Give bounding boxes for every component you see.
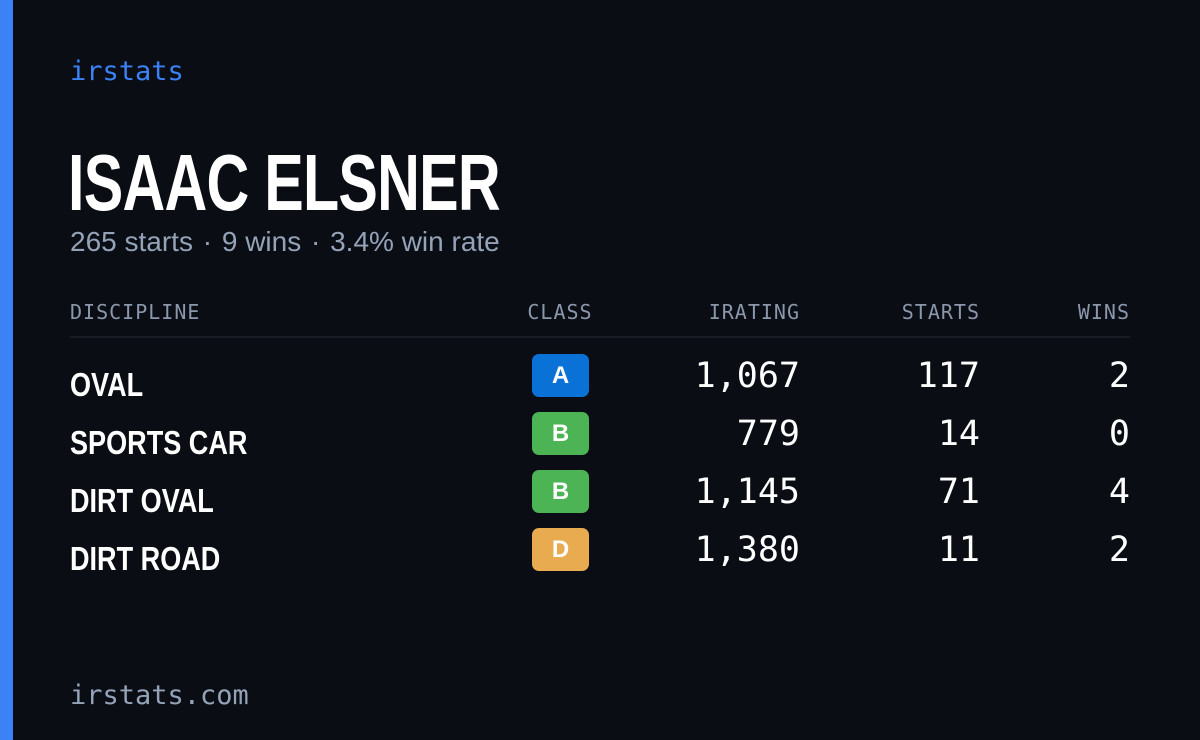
table-row: OVAL A 1,067 117 2 <box>70 354 1130 412</box>
summary-starts: 265 starts <box>70 226 193 257</box>
header-starts: STARTS <box>901 300 980 324</box>
summary-wins: 9 wins <box>221 226 302 257</box>
class-badge: D <box>532 528 589 571</box>
table-header: DISCIPLINE CLASS IRATING STARTS WINS <box>70 296 1130 338</box>
wins-value: 2 <box>1108 530 1130 570</box>
discipline-name: DIRT ROAD <box>70 540 221 577</box>
discipline-name: DIRT OVAL <box>70 482 214 519</box>
starts-value: 14 <box>937 414 980 454</box>
irating-value: 1,380 <box>694 530 800 570</box>
driver-summary: 265 starts · 9 wins · 3.4% win rate <box>70 226 500 258</box>
table-row: DIRT ROAD D 1,380 11 2 <box>70 528 1130 586</box>
irating-value: 779 <box>736 414 800 454</box>
wins-value: 4 <box>1108 472 1130 512</box>
header-irating: IRATING <box>708 300 800 324</box>
header-wins: WINS <box>1077 300 1130 324</box>
brand-logo-text[interactable]: irstats <box>70 56 184 87</box>
class-badge: B <box>532 412 589 455</box>
wins-value: 2 <box>1108 356 1130 396</box>
wins-value: 0 <box>1108 414 1130 454</box>
discipline-name: OVAL <box>70 366 144 403</box>
header-class: CLASS <box>527 300 593 324</box>
footer-url[interactable]: irstats.com <box>70 680 249 711</box>
table-row: SPORTS CAR B 779 14 0 <box>70 412 1130 470</box>
table-row: DIRT OVAL B 1,145 71 4 <box>70 470 1130 528</box>
irating-value: 1,145 <box>694 472 800 512</box>
table-body: OVAL A 1,067 117 2 SPORTS CAR B 779 14 0… <box>70 338 1130 586</box>
irating-value: 1,067 <box>694 356 800 396</box>
class-badge: A <box>532 354 589 397</box>
summary-win-rate: 3.4% win rate <box>330 226 500 257</box>
starts-value: 117 <box>916 356 980 396</box>
accent-bar <box>0 0 13 740</box>
starts-value: 71 <box>937 472 980 512</box>
class-badge: B <box>532 470 589 513</box>
driver-name: ISAAC ELSNER <box>68 138 501 227</box>
summary-separator: · <box>311 226 321 257</box>
header-discipline: DISCIPLINE <box>70 300 201 324</box>
discipline-name: SPORTS CAR <box>70 424 248 461</box>
discipline-table: DISCIPLINE CLASS IRATING STARTS WINS OVA… <box>70 296 1130 586</box>
summary-separator: · <box>202 226 213 257</box>
starts-value: 11 <box>937 530 980 570</box>
